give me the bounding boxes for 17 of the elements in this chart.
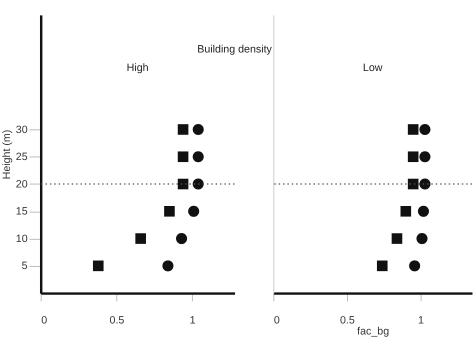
text: Low: [362, 62, 383, 74]
y-tick-label: 20: [16, 178, 28, 190]
y-tick-label: 15: [16, 206, 28, 218]
text: High: [126, 62, 149, 74]
y-tick-label: 25: [16, 151, 28, 164]
x-tick-label: 1: [190, 314, 196, 327]
x-axis-title: fac_bg: [357, 325, 390, 338]
y-tick-label: 5: [22, 260, 28, 272]
text: Building density: [197, 44, 273, 56]
x-tick-label: 1: [418, 314, 424, 327]
x-tick-label: 0: [41, 314, 48, 327]
y-tick-label: 10: [16, 232, 28, 245]
x-tick-label: 0.5: [340, 314, 355, 327]
x-tick-label: 0.5: [110, 314, 124, 327]
y-tick-label: 30: [16, 124, 28, 136]
x-tick-label: 0: [274, 314, 280, 327]
y-axis-title: Height (m): [0, 130, 13, 180]
